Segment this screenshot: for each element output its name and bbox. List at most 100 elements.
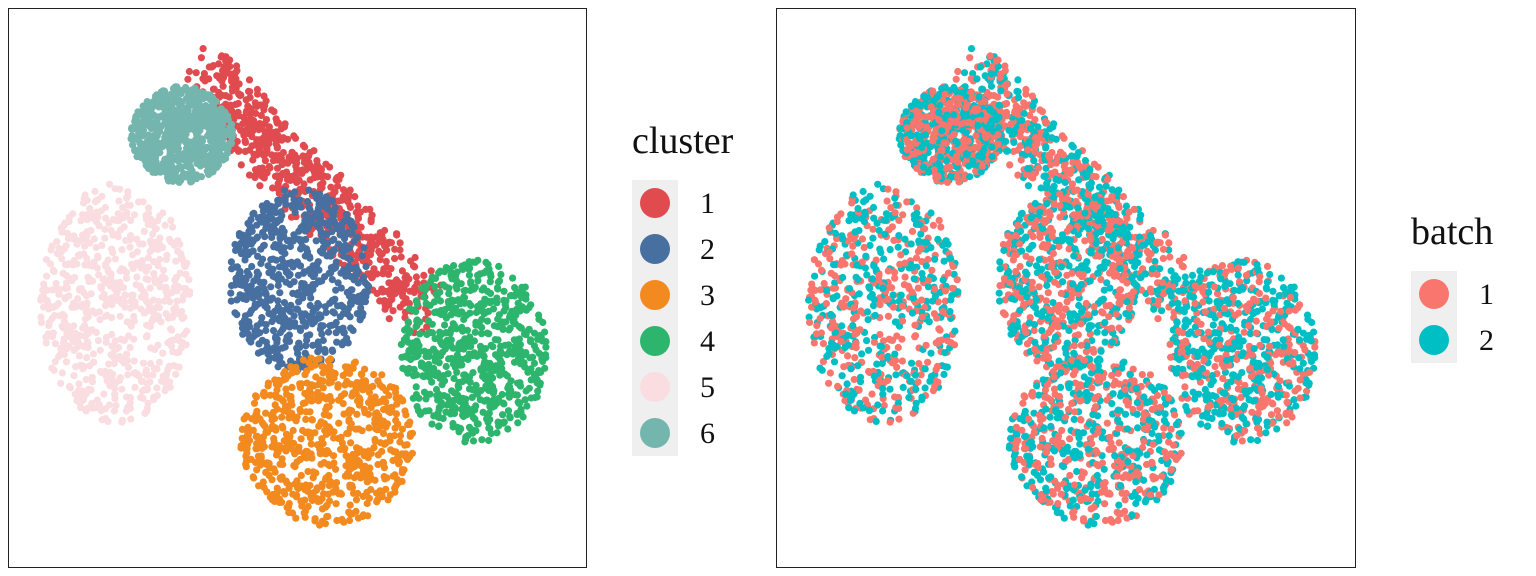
- cluster-point: [339, 400, 347, 408]
- batch-point: [1145, 256, 1153, 264]
- batch-point: [1024, 164, 1032, 173]
- cluster-point: [314, 342, 322, 350]
- cluster-point: [122, 393, 130, 401]
- cluster-point: [261, 170, 270, 178]
- cluster-point: [478, 315, 486, 323]
- cluster-point: [179, 339, 187, 347]
- cluster-point: [253, 85, 261, 94]
- cluster-point: [289, 490, 297, 498]
- cluster-point: [493, 284, 502, 292]
- batch-point: [967, 45, 976, 53]
- cluster-point: [409, 306, 417, 314]
- cluster-point: [396, 239, 404, 247]
- cluster-point: [328, 296, 336, 305]
- cluster-point: [239, 295, 247, 303]
- batch-point: [1033, 357, 1041, 365]
- batch-point: [987, 82, 996, 90]
- batch-point: [1127, 252, 1135, 260]
- cluster-point: [283, 406, 291, 414]
- cluster-point: [306, 176, 314, 184]
- batch-point: [1014, 88, 1022, 96]
- cluster-point: [304, 312, 313, 320]
- cluster-point: [254, 252, 262, 260]
- batch-point: [986, 52, 994, 60]
- cluster-point: [228, 87, 237, 95]
- cluster-point: [116, 185, 124, 193]
- cluster-point: [518, 283, 526, 291]
- cluster-point: [506, 348, 514, 356]
- cluster-point: [325, 217, 334, 225]
- cluster-point: [149, 296, 157, 304]
- batch-point: [1043, 184, 1051, 192]
- cluster-point: [69, 337, 77, 345]
- batch-point: [1069, 143, 1077, 151]
- cluster-point: [378, 371, 386, 379]
- batch-point: [1137, 273, 1145, 281]
- cluster-point: [348, 286, 356, 294]
- batch-point: [987, 70, 995, 78]
- cluster-point: [126, 243, 134, 251]
- batch-point: [1123, 214, 1131, 223]
- cluster-point: [73, 343, 81, 352]
- cluster-point: [111, 255, 119, 263]
- cluster-point: [139, 132, 147, 140]
- cluster-point: [253, 234, 261, 242]
- cluster-point: [386, 437, 394, 445]
- batch-point: [1152, 239, 1160, 247]
- cluster-point: [404, 318, 412, 326]
- cluster-point: [385, 287, 393, 295]
- cluster-point: [371, 476, 379, 484]
- batch-point: [1035, 283, 1043, 291]
- cluster-point: [149, 239, 157, 247]
- cluster-point: [123, 194, 131, 202]
- cluster-point: [147, 220, 155, 229]
- cluster-point: [295, 443, 303, 451]
- batch-point: [1158, 307, 1166, 315]
- cluster-point: [50, 366, 58, 374]
- cluster-point: [344, 305, 352, 313]
- cluster-point: [398, 353, 406, 361]
- cluster-point: [90, 235, 98, 243]
- cluster-point: [326, 163, 334, 171]
- cluster-point: [293, 178, 301, 187]
- cluster-point: [247, 338, 255, 346]
- cluster-point: [110, 407, 118, 415]
- batch-point: [1030, 157, 1038, 165]
- cluster-point: [129, 141, 137, 149]
- cluster-point: [319, 384, 327, 392]
- cluster-point: [57, 248, 65, 256]
- cluster-point: [436, 297, 445, 305]
- cluster-point: [537, 368, 545, 376]
- cluster-point: [121, 291, 129, 299]
- cluster-point: [187, 101, 195, 109]
- batch-point: [1091, 308, 1099, 317]
- cluster-point: [414, 407, 423, 415]
- cluster-point: [228, 282, 236, 290]
- cluster-point: [52, 279, 60, 288]
- cluster-point: [459, 345, 467, 353]
- cluster-point: [270, 224, 278, 233]
- cluster-point: [172, 370, 180, 378]
- cluster-point: [117, 335, 125, 343]
- cluster-point: [86, 204, 94, 213]
- batch-point: [1064, 196, 1072, 204]
- batch-point: [1067, 166, 1076, 174]
- cluster-point: [353, 471, 361, 479]
- cluster-point: [101, 302, 109, 310]
- cluster-point: [169, 84, 178, 93]
- cluster-point: [182, 130, 190, 138]
- cluster-point: [323, 173, 332, 181]
- batch-point: [1014, 76, 1022, 84]
- cluster-point: [428, 420, 436, 428]
- cluster-point: [227, 297, 235, 305]
- cluster-point: [183, 137, 191, 145]
- cluster-point: [159, 209, 167, 217]
- batch-point: [1074, 149, 1082, 157]
- cluster-point: [153, 384, 161, 392]
- batch-point: [1181, 273, 1189, 281]
- cluster-point: [319, 179, 327, 187]
- cluster-point: [317, 165, 325, 173]
- cluster-point: [296, 326, 305, 335]
- cluster-point: [504, 425, 512, 433]
- cluster-point: [306, 161, 314, 169]
